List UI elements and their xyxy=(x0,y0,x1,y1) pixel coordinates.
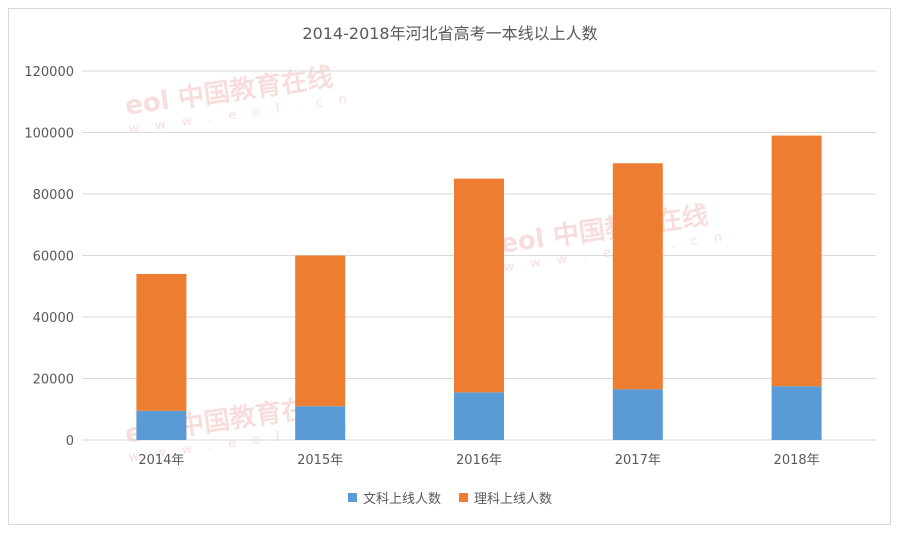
y-tick-label: 100000 xyxy=(24,127,74,142)
x-tick-label: 2016年 xyxy=(456,453,502,468)
y-tick-label: 60000 xyxy=(33,250,74,265)
bar-arts-2 xyxy=(454,392,504,440)
legend-label-science: 理科上线人数 xyxy=(474,492,553,507)
bar-science-4 xyxy=(771,135,822,387)
bar-arts-4 xyxy=(771,386,822,440)
y-tick-label: 0 xyxy=(66,434,74,449)
bar-arts-0 xyxy=(136,410,187,440)
bar-science-1 xyxy=(295,255,346,407)
y-tick-label: 80000 xyxy=(33,188,74,203)
chart-title: 2014-2018年河北省高考一本线以上人数 xyxy=(302,24,598,43)
legend: 文科上线人数 理科上线人数 xyxy=(0,488,900,507)
y-tick-label: 40000 xyxy=(33,311,74,326)
bar-arts-1 xyxy=(295,406,346,440)
x-tick-label: 2014年 xyxy=(138,453,184,468)
y-tick-label: 120000 xyxy=(24,65,74,80)
x-tick-label: 2017年 xyxy=(615,453,661,468)
bar-science-3 xyxy=(612,163,663,390)
legend-swatch-science xyxy=(459,493,468,502)
legend-item-arts: 文科上线人数 xyxy=(347,488,441,507)
bar-arts-3 xyxy=(612,389,663,440)
x-tick-label: 2015年 xyxy=(297,453,343,468)
legend-item-science: 理科上线人数 xyxy=(459,488,552,507)
bar-science-0 xyxy=(136,273,187,411)
bar-science-2 xyxy=(454,178,504,393)
legend-label-arts: 文科上线人数 xyxy=(362,492,441,507)
y-tick-label: 20000 xyxy=(33,373,74,388)
x-tick-label: 2018年 xyxy=(774,453,820,468)
legend-swatch-arts xyxy=(347,493,357,502)
